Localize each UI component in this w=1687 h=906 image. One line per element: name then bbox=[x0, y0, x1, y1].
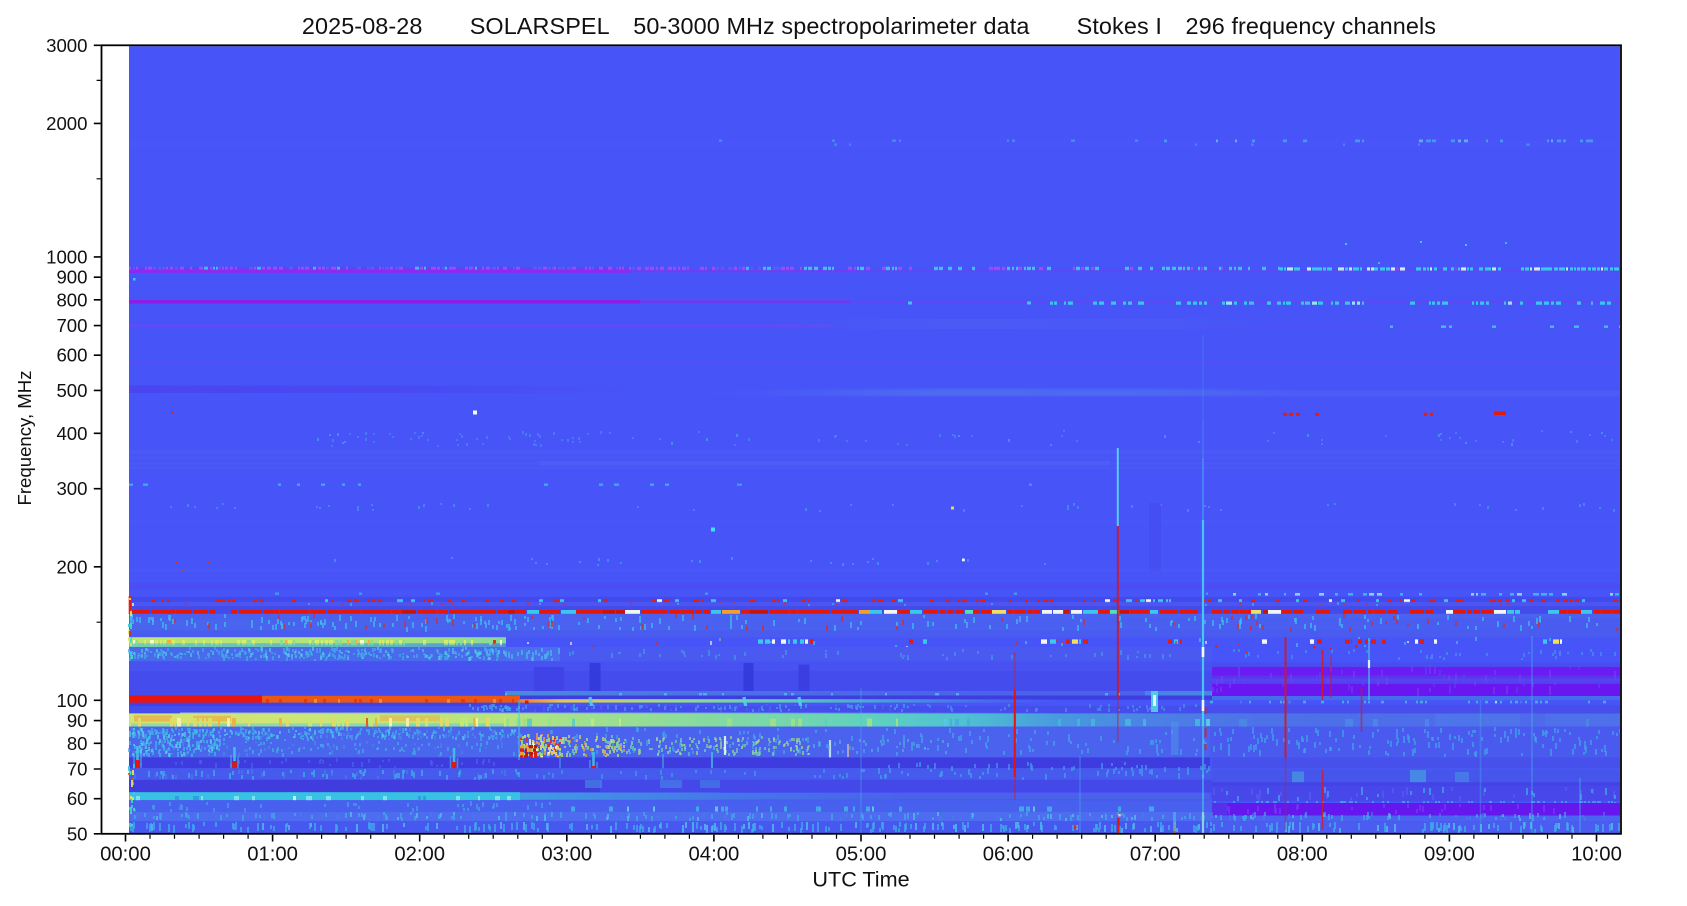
svg-text:300: 300 bbox=[56, 478, 87, 499]
svg-text:80: 80 bbox=[67, 733, 88, 754]
svg-text:2025-08-28 SOLARSPEL 50-30: 2025-08-28 SOLARSPEL 50-3000 MHz spectro… bbox=[302, 13, 1436, 39]
svg-text:07:00: 07:00 bbox=[1130, 844, 1181, 866]
svg-text:2000: 2000 bbox=[46, 113, 87, 134]
svg-text:70: 70 bbox=[67, 759, 88, 780]
svg-text:04:00: 04:00 bbox=[689, 844, 740, 866]
svg-text:50: 50 bbox=[67, 823, 88, 844]
svg-text:400: 400 bbox=[56, 423, 87, 444]
svg-text:09:00: 09:00 bbox=[1424, 844, 1475, 866]
svg-text:03:00: 03:00 bbox=[541, 844, 592, 866]
svg-text:01:00: 01:00 bbox=[247, 844, 298, 866]
svg-text:600: 600 bbox=[56, 345, 87, 366]
svg-text:3000: 3000 bbox=[46, 35, 87, 56]
svg-text:1000: 1000 bbox=[46, 246, 87, 267]
svg-text:800: 800 bbox=[56, 289, 87, 310]
svg-text:900: 900 bbox=[56, 267, 87, 288]
svg-text:00:00: 00:00 bbox=[100, 844, 151, 866]
svg-text:Frequency, MHz: Frequency, MHz bbox=[14, 370, 35, 505]
svg-text:60: 60 bbox=[67, 788, 88, 809]
svg-text:UTC Time: UTC Time bbox=[812, 867, 909, 892]
svg-text:10:00: 10:00 bbox=[1571, 844, 1622, 866]
svg-text:02:00: 02:00 bbox=[394, 844, 445, 866]
svg-text:06:00: 06:00 bbox=[983, 844, 1034, 866]
svg-text:05:00: 05:00 bbox=[836, 844, 887, 866]
svg-text:90: 90 bbox=[67, 710, 88, 731]
svg-text:700: 700 bbox=[56, 315, 87, 336]
svg-text:200: 200 bbox=[56, 556, 87, 577]
svg-text:500: 500 bbox=[56, 380, 87, 401]
svg-text:100: 100 bbox=[56, 690, 87, 711]
svg-text:08:00: 08:00 bbox=[1277, 844, 1328, 866]
